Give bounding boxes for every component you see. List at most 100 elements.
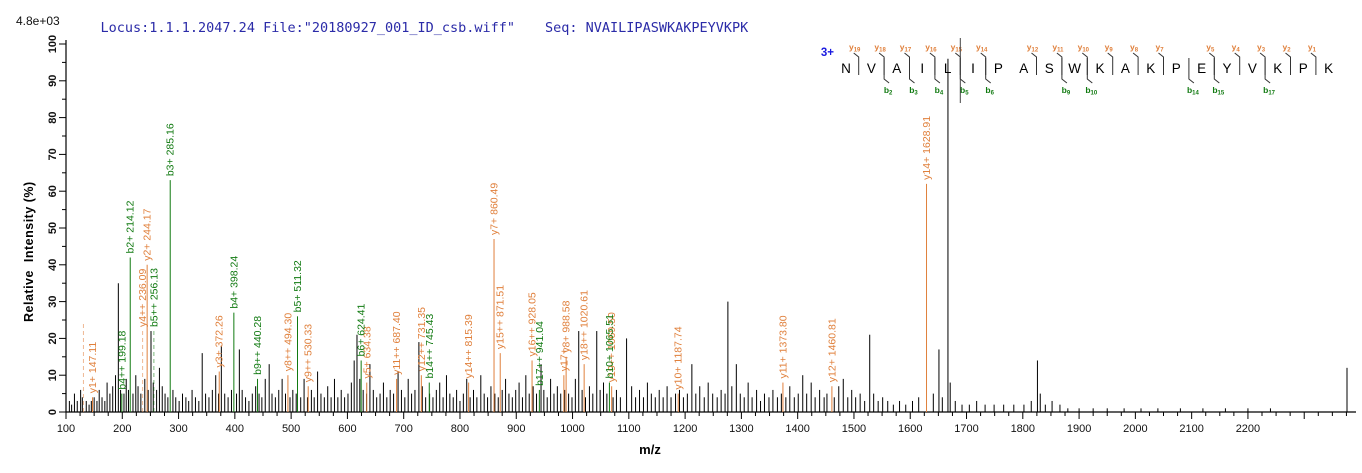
y-cleavage-mark xyxy=(1107,52,1114,75)
y-ion-peak-label: y10+ 1187.74 xyxy=(673,326,685,389)
x-tick-label: 1200 xyxy=(673,423,697,435)
y-tick-label: 60 xyxy=(47,185,59,197)
y-cleavage-mark xyxy=(1132,52,1139,75)
y-cleavage-mark xyxy=(878,52,885,75)
y-cleavage-mark xyxy=(1056,52,1063,75)
y-tick-label: 100 xyxy=(47,35,59,53)
b-ion-annotation: b3 xyxy=(909,85,918,97)
residue-letter: I xyxy=(971,61,975,76)
y-ion-peak-label: y16++ 928.05 xyxy=(527,292,539,356)
y-ion-annotation: y7 xyxy=(1155,42,1164,54)
y-tick-label: 0 xyxy=(47,409,59,415)
b-ion-peak-label: b6+ 624.41 xyxy=(356,303,368,356)
y-ion-peak-label: y7+ 860.49 xyxy=(489,183,501,235)
max-intensity-label: 4.8e+03 xyxy=(16,14,60,28)
residue-letter: P xyxy=(1172,61,1181,76)
b-ion-peak-label: b2+ 214.12 xyxy=(125,200,137,253)
x-tick-label: 2100 xyxy=(1179,423,1203,435)
y-tick-label: 80 xyxy=(47,111,59,123)
residue-letter: L xyxy=(944,61,952,76)
y-ion-peak-label: y11+ 1373.80 xyxy=(777,315,789,378)
b-ion-annotation: b4 xyxy=(935,85,944,97)
y-ion-annotation: y1 xyxy=(1308,42,1317,54)
b-ion-peak-label: b10+ 1065.51 xyxy=(604,314,616,379)
b-ion-annotation: b2 xyxy=(884,85,893,97)
y-ion-annotation: y14 xyxy=(976,42,988,54)
y-ion-peak-label: y8+ 988.58 xyxy=(561,300,573,352)
b-ion-annotation: b17 xyxy=(1263,85,1276,97)
y-tick-label: 10 xyxy=(47,369,59,381)
y-cleavage-mark xyxy=(1208,52,1215,75)
y-ion-peak-label: y2+ 244.17 xyxy=(142,208,154,260)
y-ion-annotation: y5 xyxy=(1206,42,1215,54)
b-cleavage-mark xyxy=(985,58,992,84)
b-cleavage-mark xyxy=(883,58,890,84)
y-ion-peak-label: y3+ 372.26 xyxy=(214,315,226,367)
y-ion-peak-label: y1+ 147.11 xyxy=(87,342,99,394)
b-ion-annotation: b6 xyxy=(985,85,994,97)
y-ion-peak-label: y12+ 1460.81 xyxy=(826,318,838,382)
x-tick-label: 600 xyxy=(338,423,356,435)
y-cleavage-mark xyxy=(1259,52,1266,75)
b-cleavage-mark xyxy=(1061,58,1068,84)
residue-letter: A xyxy=(1121,61,1130,76)
y-ion-peak-label: y9++ 530.33 xyxy=(303,324,315,383)
y-ion-annotation: y15 xyxy=(951,42,963,54)
y-ion-annotation: y16 xyxy=(925,42,937,54)
x-tick-label: 1900 xyxy=(1067,423,1091,435)
y-ion-peak-label: y8++ 494.30 xyxy=(282,313,294,372)
b-ion-peak-label: b5++ 256.13 xyxy=(148,268,160,327)
y-tick-label: 90 xyxy=(47,75,59,87)
y-cleavage-mark xyxy=(1310,52,1317,75)
y-cleavage-mark xyxy=(929,52,936,75)
x-axis: 100 200 300 400 500 600 700 800 900 1000 1100 1200 1… xyxy=(57,411,1356,457)
y-ion-annotation: y8 xyxy=(1130,42,1139,54)
x-tick-label: 2000 xyxy=(1123,423,1147,435)
y-ion-annotation: y10 xyxy=(1078,42,1090,54)
x-tick-label: 2200 xyxy=(1236,423,1260,435)
b-ion-peak-label: b3+ 285.16 xyxy=(165,123,177,176)
y-cleavage-mark xyxy=(980,52,987,75)
residue-letter: S xyxy=(1045,61,1054,76)
title-bar: Locus:1.1.1.2047.24 File:"20180927_001_I… xyxy=(68,4,749,52)
y-ion-peak-label: y19++ 1069.50 xyxy=(606,312,618,382)
y-cleavage-mark xyxy=(1234,52,1241,75)
x-tick-label: 200 xyxy=(113,423,131,435)
y-ion-peak-label: y4++ 236.09 xyxy=(137,268,149,327)
b-cleavage-mark xyxy=(1086,58,1093,84)
b-cleavage-mark xyxy=(1264,58,1271,84)
y-ion-annotation: y9 xyxy=(1105,42,1114,54)
y-tick-label: 20 xyxy=(47,332,59,344)
residue-letter: E xyxy=(1197,61,1206,76)
residue-letter: P xyxy=(994,61,1003,76)
y-ion-peak-label: y17+ xyxy=(558,348,570,371)
residue-letter: N xyxy=(841,61,851,76)
y-tick-label: 50 xyxy=(47,222,59,234)
b-cleavage-mark xyxy=(934,58,941,84)
x-tick-label: 800 xyxy=(451,423,469,435)
x-tick-label: 400 xyxy=(226,423,244,435)
x-tick-label: 1800 xyxy=(1011,423,1035,435)
x-tick-label: 1300 xyxy=(729,423,753,435)
b-cleavage-mark xyxy=(909,58,915,84)
y-ion-peak-label: y5+ 634.38 xyxy=(361,326,373,378)
y-tick-label: 40 xyxy=(47,259,59,271)
b-cleavage-mark xyxy=(959,58,966,84)
y-ion-annotation: y11 xyxy=(1052,42,1064,54)
residue-letter: P xyxy=(1299,61,1308,76)
x-tick-label: 100 xyxy=(57,423,75,435)
y-ion-peak-label: y14++ 815.39 xyxy=(463,314,475,378)
y-cleavage-mark xyxy=(1285,52,1291,75)
x-tick-label: 1500 xyxy=(842,423,866,435)
b-ion-annotation: b9 xyxy=(1062,85,1071,97)
x-tick-label: 1000 xyxy=(560,423,584,435)
residue-letter: I xyxy=(920,61,924,76)
y-cleavage-mark xyxy=(904,52,910,75)
y-ion-peak-label: y12++ 731.35 xyxy=(416,307,428,371)
residue-letter: K xyxy=(1324,61,1333,76)
b-ion-peak-label: b4+ 398.24 xyxy=(228,256,240,309)
b-ion-peak-label: b9++ 440.28 xyxy=(252,316,264,375)
